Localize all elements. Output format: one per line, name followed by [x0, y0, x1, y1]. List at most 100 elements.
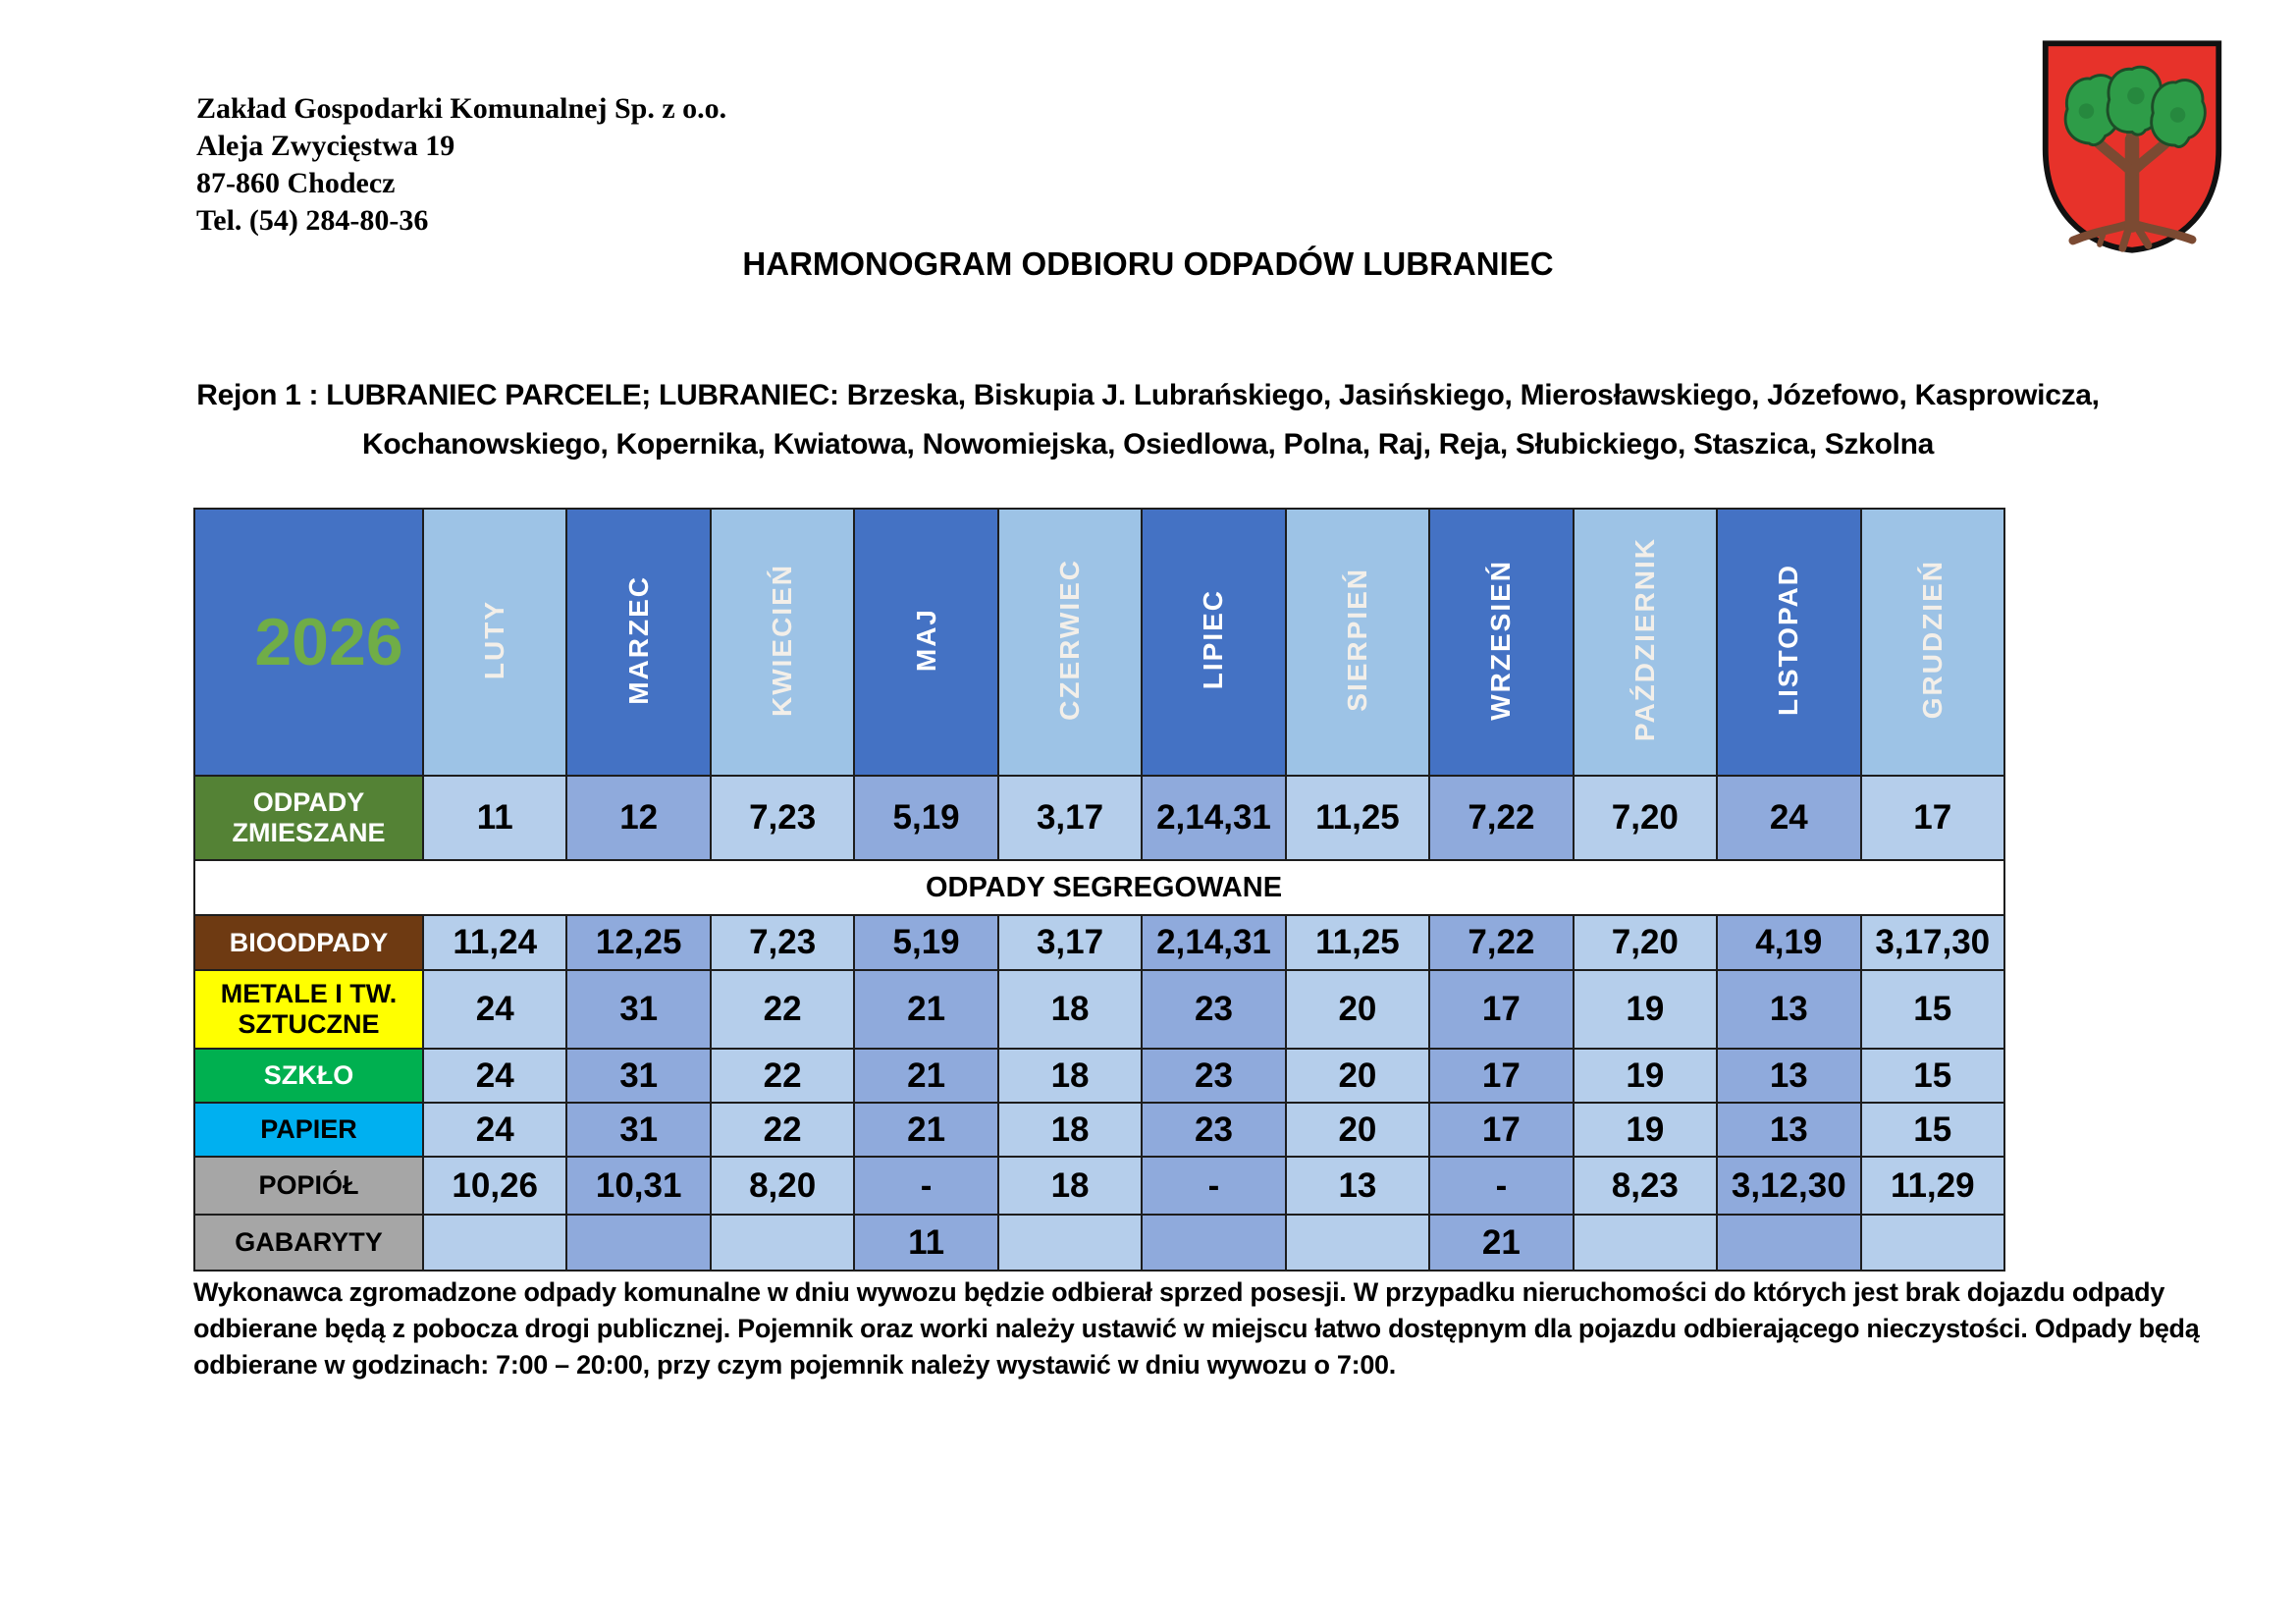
row-label: GABARYTY	[193, 1214, 424, 1272]
month-header-6: LIPIEC	[1141, 508, 1287, 777]
schedule-cell: 3,17	[996, 914, 1144, 971]
schedule-cell: 18	[996, 969, 1144, 1050]
schedule-cell: 20	[1284, 1102, 1431, 1158]
schedule-cell: 7,23	[709, 775, 856, 861]
schedule-cell: 19	[1572, 1048, 1719, 1104]
region-line-2: Kochanowskiego, Kopernika, Kwiatowa, Now…	[361, 428, 1935, 460]
month-header-4: MAJ	[853, 508, 999, 777]
schedule-row: PAPIER 24 31 22 21 18 23 20 17 19 13 15	[193, 1102, 2006, 1158]
crest-tree	[2063, 65, 2207, 252]
schedule-cell: 11,24	[421, 914, 568, 971]
month-header-11: GRUDZIEŃ	[1859, 508, 2006, 777]
month-label: MAJ	[910, 607, 941, 673]
row-label: PAPIER	[193, 1102, 424, 1158]
schedule-cell: 23	[1141, 1102, 1287, 1158]
schedule-cell: 3,17,30	[1859, 914, 2006, 971]
schedule-cell: -	[1428, 1156, 1575, 1216]
year-cell: 2026	[193, 508, 424, 777]
month-label: GRUDZIEŃ	[1916, 560, 1948, 720]
month-header-9: PAŹDZIERNIK	[1572, 508, 1719, 777]
schedule-cell: 18	[996, 1048, 1144, 1104]
schedule-cell: 22	[709, 1048, 856, 1104]
schedule-cell: 21	[1428, 1214, 1575, 1272]
schedule-cell: 7,23	[709, 914, 856, 971]
schedule-cell	[1572, 1214, 1719, 1272]
month-label: LIPIEC	[1198, 589, 1229, 690]
month-header-3: KWIECIEŃ	[709, 508, 856, 777]
schedule-cell: 31	[565, 1048, 712, 1104]
schedule-cell: 2,14,31	[1141, 914, 1287, 971]
month-label: WRZESIEŃ	[1485, 559, 1517, 721]
region-line-1: Rejon 1 : LUBRANIEC PARCELE; LUBRANIEC: …	[196, 379, 2100, 411]
schedule-cell: 23	[1141, 1048, 1287, 1104]
schedule-cell: 13	[1284, 1156, 1431, 1216]
company-address-2: 87-860 Chodecz	[196, 167, 396, 199]
schedule-cell: 11	[853, 1214, 999, 1272]
schedule-cell	[709, 1214, 856, 1272]
schedule-cell: 21	[853, 1048, 999, 1104]
separator-row-label: ODPADY SEGREGOWANE	[193, 859, 2005, 916]
schedule-cell: 7,22	[1428, 775, 1575, 861]
schedule-cell: 24	[421, 1102, 568, 1158]
schedule-row: BIOODPADY 11,24 12,25 7,23 5,19 3,17 2,14,31 11…	[193, 914, 2006, 971]
schedule-cell: 8,23	[1572, 1156, 1719, 1216]
month-label: MARZEC	[622, 574, 654, 705]
schedule-header-row: 2026 LUTY MARZEC KWIECIEŃ MAJ CZERWIEC LIPIEC S…	[193, 508, 2006, 777]
schedule-cell: 2,14,31	[1141, 775, 1287, 861]
schedule-cell: 19	[1572, 969, 1719, 1050]
schedule-cell: 5,19	[853, 914, 999, 971]
row-label: ODPADY ZMIESZANE	[193, 775, 424, 861]
row-label: POPIÓŁ	[193, 1156, 424, 1216]
month-label: KWIECIEŃ	[767, 563, 798, 717]
schedule-cell: 5,19	[853, 775, 999, 861]
page-title: HARMONOGRAM ODBIORU ODPADÓW LUBRANIEC	[742, 245, 1554, 282]
schedule-cell: 13	[1716, 1048, 1862, 1104]
schedule-cell	[996, 1214, 1144, 1272]
schedule-row: ODPADY ZMIESZANE 11 12 7,23 5,19 3,17 2,14,31 1…	[193, 775, 2006, 861]
schedule-cell: 31	[565, 1102, 712, 1158]
schedule-row: METALE I TW. SZTUCZNE 24 31 22 21 18 23 20 17 19 1…	[193, 969, 2006, 1050]
coat-of-arms-lubraniec	[2042, 40, 2222, 253]
company-phone: Tel. (54) 284-80-36	[196, 204, 429, 237]
month-header-2: MARZEC	[565, 508, 712, 777]
schedule-cell: 10,26	[421, 1156, 568, 1216]
schedule-cell: 19	[1572, 1102, 1719, 1158]
footer-note-line-1: Wykonawca zgromadzone odpady komunalne w…	[193, 1277, 2165, 1307]
month-header-1: LUTY	[421, 508, 568, 777]
schedule-cell: 12,25	[565, 914, 712, 971]
schedule-cell: 18	[996, 1156, 1144, 1216]
schedule-cell: 3,17	[996, 775, 1144, 861]
schedule-cell: -	[853, 1156, 999, 1216]
month-label: LUTY	[479, 599, 510, 680]
footer-note-line-2: odbierane będą z pobocza drogi publiczne…	[193, 1314, 2200, 1343]
month-label: LISTOPAD	[1773, 564, 1804, 716]
schedule-cell: 21	[853, 1102, 999, 1158]
schedule-cell: 20	[1284, 969, 1431, 1050]
schedule-cell: 31	[565, 969, 712, 1050]
row-label: SZKŁO	[193, 1048, 424, 1104]
schedule-cell: 13	[1716, 969, 1862, 1050]
month-header-5: CZERWIEC	[996, 508, 1144, 777]
schedule-cell: 17	[1428, 1048, 1575, 1104]
month-label: PAŹDZIERNIK	[1629, 537, 1660, 742]
schedule-cell: 22	[709, 1102, 856, 1158]
row-label: METALE I TW. SZTUCZNE	[193, 969, 424, 1050]
schedule-cell: 7,20	[1572, 914, 1719, 971]
schedule-cell: 8,20	[709, 1156, 856, 1216]
schedule-cell: 11	[421, 775, 568, 861]
schedule-cell: 13	[1716, 1102, 1862, 1158]
schedule-cell: 23	[1141, 969, 1287, 1050]
schedule-cell: 22	[709, 969, 856, 1050]
schedule-cell	[1716, 1214, 1862, 1272]
schedule-cell: -	[1141, 1156, 1287, 1216]
schedule-row: ODPADY SEGREGOWANE	[193, 859, 2005, 916]
schedule-cell: 18	[996, 1102, 1144, 1158]
schedule-cell: 24	[1716, 775, 1862, 861]
month-header-8: WRZESIEŃ	[1428, 508, 1575, 777]
schedule-cell: 10,31	[565, 1156, 712, 1216]
schedule-table: 2026 LUTY MARZEC KWIECIEŃ MAJ CZERWIEC LIPIEC S…	[193, 508, 2006, 1272]
schedule-cell: 4,19	[1716, 914, 1862, 971]
region-description: Rejon 1 : LUBRANIEC PARCELE; LUBRANIEC: …	[0, 371, 2296, 469]
schedule-cell: 17	[1428, 969, 1575, 1050]
